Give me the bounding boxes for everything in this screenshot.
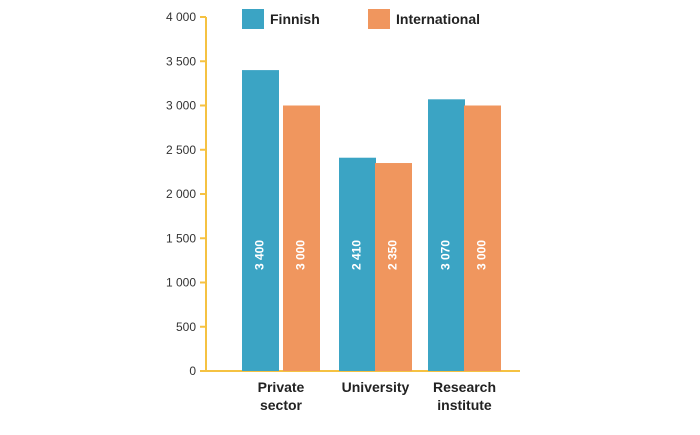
bar-value-label: 2 410 (350, 240, 364, 270)
category-label-line: Research (433, 379, 496, 395)
bar-international (283, 105, 320, 371)
category-label-line: Private (258, 379, 305, 395)
bar-international (464, 105, 501, 371)
bar-finnish (428, 99, 465, 372)
bar-value-label: 3 000 (475, 240, 489, 270)
bar-international (375, 163, 412, 371)
category-label-line: institute (437, 397, 492, 413)
category-label-line: University (342, 379, 410, 395)
y-tick-label: 3 000 (166, 99, 196, 113)
bar-value-label: 3 000 (294, 240, 308, 270)
legend-label-finnish: Finnish (270, 11, 320, 27)
bar-value-label: 3 400 (253, 240, 267, 270)
y-tick-label: 2 000 (166, 187, 196, 201)
category-label: University (342, 379, 410, 395)
legend-label-international: International (396, 11, 480, 27)
y-tick-label: 2 500 (166, 143, 196, 157)
bar-finnish (242, 70, 279, 371)
y-tick-label: 500 (176, 320, 196, 334)
category-label-line: sector (260, 397, 303, 413)
bar-finnish (339, 157, 376, 371)
y-tick-label: 1 000 (166, 276, 196, 290)
category-label: Research institute (433, 379, 496, 413)
bar-value-label: 2 350 (386, 240, 400, 270)
bar-value-label: 3 070 (439, 240, 453, 270)
category-label: Private sector (258, 379, 305, 413)
y-tick-label: 1 500 (166, 231, 196, 245)
y-tick-label: 3 500 (166, 54, 196, 68)
y-tick-label: 0 (189, 364, 196, 378)
legend-swatch-international (368, 9, 390, 29)
y-tick-label: 4 000 (166, 10, 196, 24)
legend-swatch-finnish (242, 9, 264, 29)
